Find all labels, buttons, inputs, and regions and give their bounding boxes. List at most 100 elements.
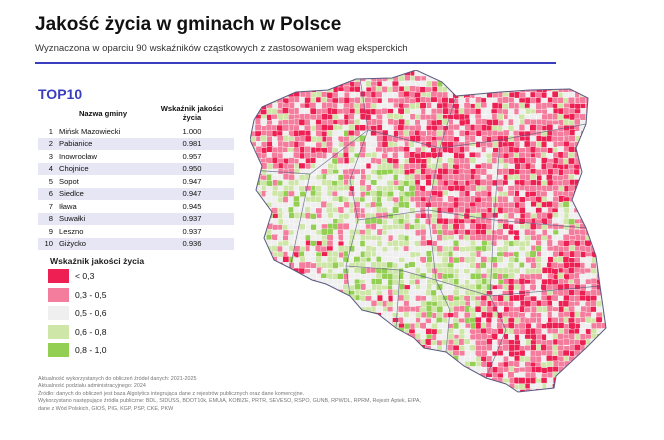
municipality-cell [524,223,531,230]
municipality-cell [315,345,323,353]
municipality-cell [408,245,416,252]
municipality-cell [596,377,604,384]
municipality-cell [607,148,612,154]
municipality-cell [299,345,307,352]
legend-swatch [48,343,69,357]
municipality-cell [602,135,606,142]
municipality-cell [255,86,263,93]
municipality-cell [607,81,612,87]
municipality-cell [608,108,612,114]
name-cell: Iława [56,200,150,213]
municipality-cell [546,162,553,170]
municipality-cell [348,70,355,77]
municipality-cell [591,114,598,122]
municipality-cell [344,333,351,341]
municipality-cell [601,234,606,241]
municipality-cell [568,70,576,77]
municipality-cell [349,311,357,318]
municipality-cell [529,317,537,324]
municipality-cell [596,91,604,99]
municipality-cell [360,322,367,329]
municipality-cell [255,289,262,297]
municipality-cell [276,272,284,280]
municipality-cell [557,97,564,104]
municipality-cell [486,174,493,181]
municipality-cell [541,70,549,77]
municipality-cell [596,289,604,297]
municipality-cell [409,295,417,302]
municipality-cell [608,313,612,319]
municipality-cell [343,322,351,330]
municipality-cell [608,224,612,230]
municipality-cell [442,107,450,115]
municipality-cell [459,185,466,192]
municipality-cell [530,74,538,82]
municipality-cell [601,262,606,270]
municipality-cell [354,361,362,369]
municipality-cell [608,351,612,357]
municipality-cell [272,118,279,126]
municipality-cell [310,367,318,374]
municipality-cell [343,339,350,346]
municipality-cell [580,174,588,181]
municipality-cell [254,317,262,325]
municipality-cell [553,70,560,78]
municipality-cell [255,223,263,231]
municipality-cell [557,81,565,88]
municipality-cell [608,125,612,131]
municipality-cell [469,206,477,214]
municipality-cell [381,322,389,330]
municipality-cell [271,301,279,308]
table-row: 6 Siedlce 0.947 [38,187,234,200]
municipality-cell [453,300,460,307]
municipality-cell [519,173,527,181]
municipality-cell [321,345,329,353]
municipality-cell [272,367,279,375]
municipality-cell [580,201,588,209]
municipality-cell [316,334,323,341]
municipality-cell [458,113,466,121]
municipality-cell [321,312,328,320]
municipality-cell [475,366,482,373]
municipality-cell [321,317,329,324]
municipality-cell [327,295,334,302]
municipality-cell [354,322,362,330]
municipality-cell [503,146,510,154]
municipality-cell [299,367,306,374]
municipality-cell [486,80,493,88]
municipality-cell [584,207,592,214]
municipality-cell [254,356,262,363]
municipality-cell [282,278,290,285]
municipality-cell [573,366,581,374]
municipality-cell [343,70,351,78]
municipality-cell [260,316,268,324]
municipality-cell [575,74,582,82]
municipality-cell [250,70,258,77]
municipality-cell [364,228,372,236]
municipality-cell [591,372,598,380]
municipality-cell [580,395,586,400]
municipality-cell [272,317,279,324]
municipality-cell [320,246,328,253]
municipality-cell [513,196,520,203]
municipality-cell [381,141,389,148]
municipality-cell [250,295,257,303]
municipality-cell [420,356,427,363]
municipality-cell [261,250,268,258]
municipality-cell [568,372,575,380]
municipality-cell [298,355,306,363]
municipality-cell [261,256,268,263]
municipality-cell [321,70,329,78]
municipality-cell [447,195,455,203]
municipality-cell [404,360,412,368]
municipality-cell [354,173,362,181]
municipality-cell [607,164,612,170]
municipality-cell [364,250,372,258]
municipality-cell [343,367,350,374]
municipality-cell [408,355,416,363]
municipality-cell [294,70,301,77]
municipality-cell [584,372,592,380]
municipality-cell [293,278,300,286]
municipality-cell [596,146,604,153]
municipality-cell [376,334,384,341]
